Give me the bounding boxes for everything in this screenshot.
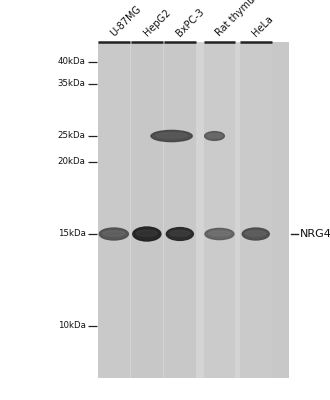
Text: HeLa: HeLa — [250, 13, 275, 38]
Bar — [164, 42, 196, 378]
Text: 20kDa: 20kDa — [58, 158, 85, 166]
Bar — [240, 42, 272, 378]
Ellipse shape — [246, 231, 266, 236]
Bar — [196, 42, 204, 378]
Text: U-87MG: U-87MG — [109, 3, 143, 38]
Ellipse shape — [166, 228, 193, 240]
Text: 10kDa: 10kDa — [58, 322, 85, 330]
Text: 15kDa: 15kDa — [58, 230, 85, 238]
Ellipse shape — [170, 230, 190, 236]
Text: BxPC-3: BxPC-3 — [175, 6, 206, 38]
Text: 40kDa: 40kDa — [58, 58, 85, 66]
Text: 25kDa: 25kDa — [58, 132, 85, 140]
Ellipse shape — [151, 130, 192, 142]
Ellipse shape — [209, 231, 230, 236]
Ellipse shape — [133, 227, 161, 241]
Bar — [98, 42, 130, 378]
Text: HepG2: HepG2 — [142, 7, 172, 38]
Ellipse shape — [205, 228, 234, 240]
Bar — [131, 42, 163, 378]
Text: NRG4: NRG4 — [300, 229, 330, 239]
Bar — [130, 42, 131, 378]
Ellipse shape — [207, 134, 222, 138]
Ellipse shape — [136, 230, 157, 236]
Ellipse shape — [156, 133, 187, 138]
Ellipse shape — [99, 228, 128, 240]
Text: Rat thymus: Rat thymus — [214, 0, 261, 38]
Ellipse shape — [103, 231, 125, 236]
Bar — [163, 42, 164, 378]
Bar — [235, 42, 240, 378]
Text: 35kDa: 35kDa — [58, 80, 85, 88]
Bar — [204, 42, 235, 378]
Ellipse shape — [205, 132, 224, 140]
Ellipse shape — [242, 228, 269, 240]
Bar — [101, 42, 289, 378]
